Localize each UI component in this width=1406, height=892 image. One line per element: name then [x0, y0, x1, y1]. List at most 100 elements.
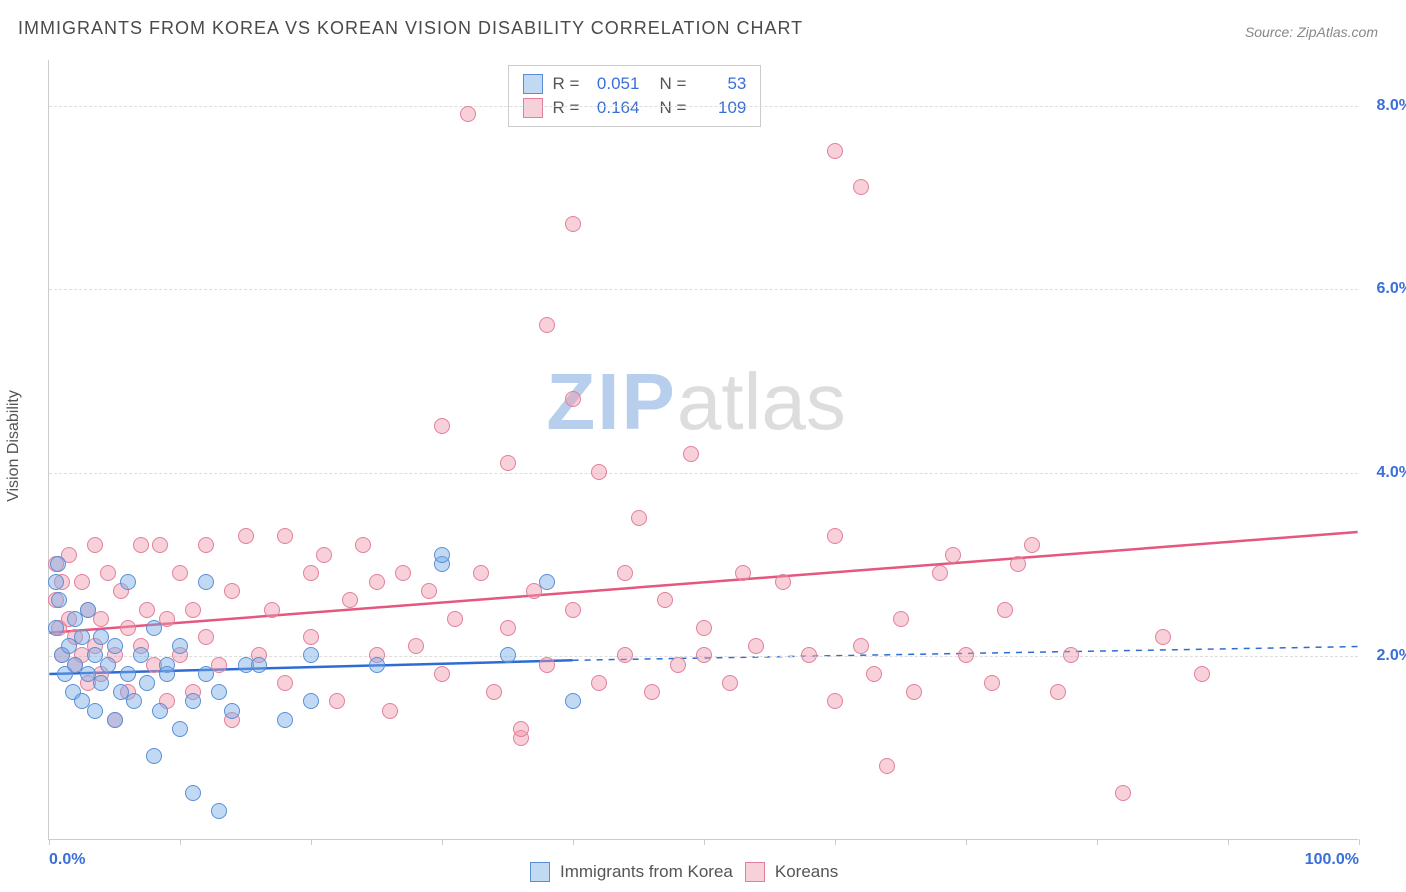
koreans-point: [748, 638, 764, 654]
legend-n-value: 109: [696, 98, 746, 118]
x-tick: [573, 839, 574, 845]
koreans-point: [513, 721, 529, 737]
koreans-point: [277, 675, 293, 691]
koreans-point: [984, 675, 1000, 691]
immigrants-point: [434, 547, 450, 563]
immigrants-point: [172, 638, 188, 654]
x-tick: [49, 839, 50, 845]
x-tick: [1228, 839, 1229, 845]
koreans-point: [696, 647, 712, 663]
koreans-point: [997, 602, 1013, 618]
legend-swatch: [745, 862, 765, 882]
immigrants-point: [159, 666, 175, 682]
koreans-point: [1063, 647, 1079, 663]
legend-r-label: R =: [553, 74, 580, 94]
koreans-point: [408, 638, 424, 654]
immigrants-point: [87, 703, 103, 719]
x-tick: [966, 839, 967, 845]
koreans-point: [329, 693, 345, 709]
koreans-point: [93, 611, 109, 627]
immigrants-point: [107, 712, 123, 728]
trend-line: [49, 532, 1357, 633]
immigrants-point: [211, 803, 227, 819]
koreans-point: [369, 574, 385, 590]
koreans-point: [224, 583, 240, 599]
legend-r-label: R =: [553, 98, 580, 118]
koreans-point: [238, 528, 254, 544]
immigrants-point: [120, 574, 136, 590]
koreans-point: [447, 611, 463, 627]
koreans-point: [460, 106, 476, 122]
legend-item: Immigrants from Korea: [530, 862, 733, 882]
gridline: [49, 106, 1358, 107]
legend-swatch: [530, 862, 550, 882]
koreans-point: [395, 565, 411, 581]
koreans-point: [591, 464, 607, 480]
legend-r-value: 0.051: [589, 74, 639, 94]
koreans-point: [683, 446, 699, 462]
koreans-point: [500, 455, 516, 471]
legend-swatch: [523, 98, 543, 118]
x-tick: [311, 839, 312, 845]
legend-n-label: N =: [659, 74, 686, 94]
koreans-point: [1194, 666, 1210, 682]
immigrants-point: [303, 693, 319, 709]
x-tick: [442, 839, 443, 845]
koreans-point: [657, 592, 673, 608]
koreans-point: [74, 574, 90, 590]
koreans-point: [670, 657, 686, 673]
immigrants-point: [48, 574, 64, 590]
immigrants-point: [120, 666, 136, 682]
immigrants-point: [50, 556, 66, 572]
koreans-point: [879, 758, 895, 774]
immigrants-point: [48, 620, 64, 636]
immigrants-point: [539, 574, 555, 590]
koreans-point: [853, 179, 869, 195]
immigrants-point: [139, 675, 155, 691]
immigrants-point: [126, 693, 142, 709]
immigrants-point: [51, 592, 67, 608]
koreans-point: [100, 565, 116, 581]
koreans-point: [120, 620, 136, 636]
y-axis-label: Vision Disability: [5, 390, 23, 502]
koreans-point: [906, 684, 922, 700]
koreans-point: [539, 317, 555, 333]
koreans-point: [264, 602, 280, 618]
koreans-point: [893, 611, 909, 627]
x-tick: [835, 839, 836, 845]
koreans-point: [1010, 556, 1026, 572]
legend-n-label: N =: [659, 98, 686, 118]
gridline: [49, 473, 1358, 474]
immigrants-point: [107, 638, 123, 654]
immigrants-point: [146, 620, 162, 636]
immigrants-point: [185, 785, 201, 801]
immigrants-point: [146, 748, 162, 764]
immigrants-point: [251, 657, 267, 673]
koreans-point: [303, 565, 319, 581]
x-tick-label: 100.0%: [1305, 851, 1359, 869]
legend-swatch: [523, 74, 543, 94]
koreans-point: [355, 537, 371, 553]
legend-stats-row: R =0.164N =109: [523, 96, 747, 120]
legend-bottom: Immigrants from KoreaKoreans: [530, 862, 838, 882]
koreans-point: [932, 565, 948, 581]
immigrants-point: [93, 675, 109, 691]
koreans-point: [133, 537, 149, 553]
koreans-point: [434, 418, 450, 434]
x-tick: [704, 839, 705, 845]
immigrants-point: [277, 712, 293, 728]
koreans-point: [775, 574, 791, 590]
koreans-point: [486, 684, 502, 700]
koreans-point: [382, 703, 398, 719]
koreans-point: [565, 602, 581, 618]
gridline: [49, 289, 1358, 290]
koreans-point: [1115, 785, 1131, 801]
chart-title: IMMIGRANTS FROM KOREA VS KOREAN VISION D…: [18, 18, 803, 39]
immigrants-point: [133, 647, 149, 663]
koreans-point: [1024, 537, 1040, 553]
koreans-point: [277, 528, 293, 544]
x-tick-label: 0.0%: [49, 851, 85, 869]
koreans-point: [342, 592, 358, 608]
koreans-point: [421, 583, 437, 599]
koreans-point: [866, 666, 882, 682]
